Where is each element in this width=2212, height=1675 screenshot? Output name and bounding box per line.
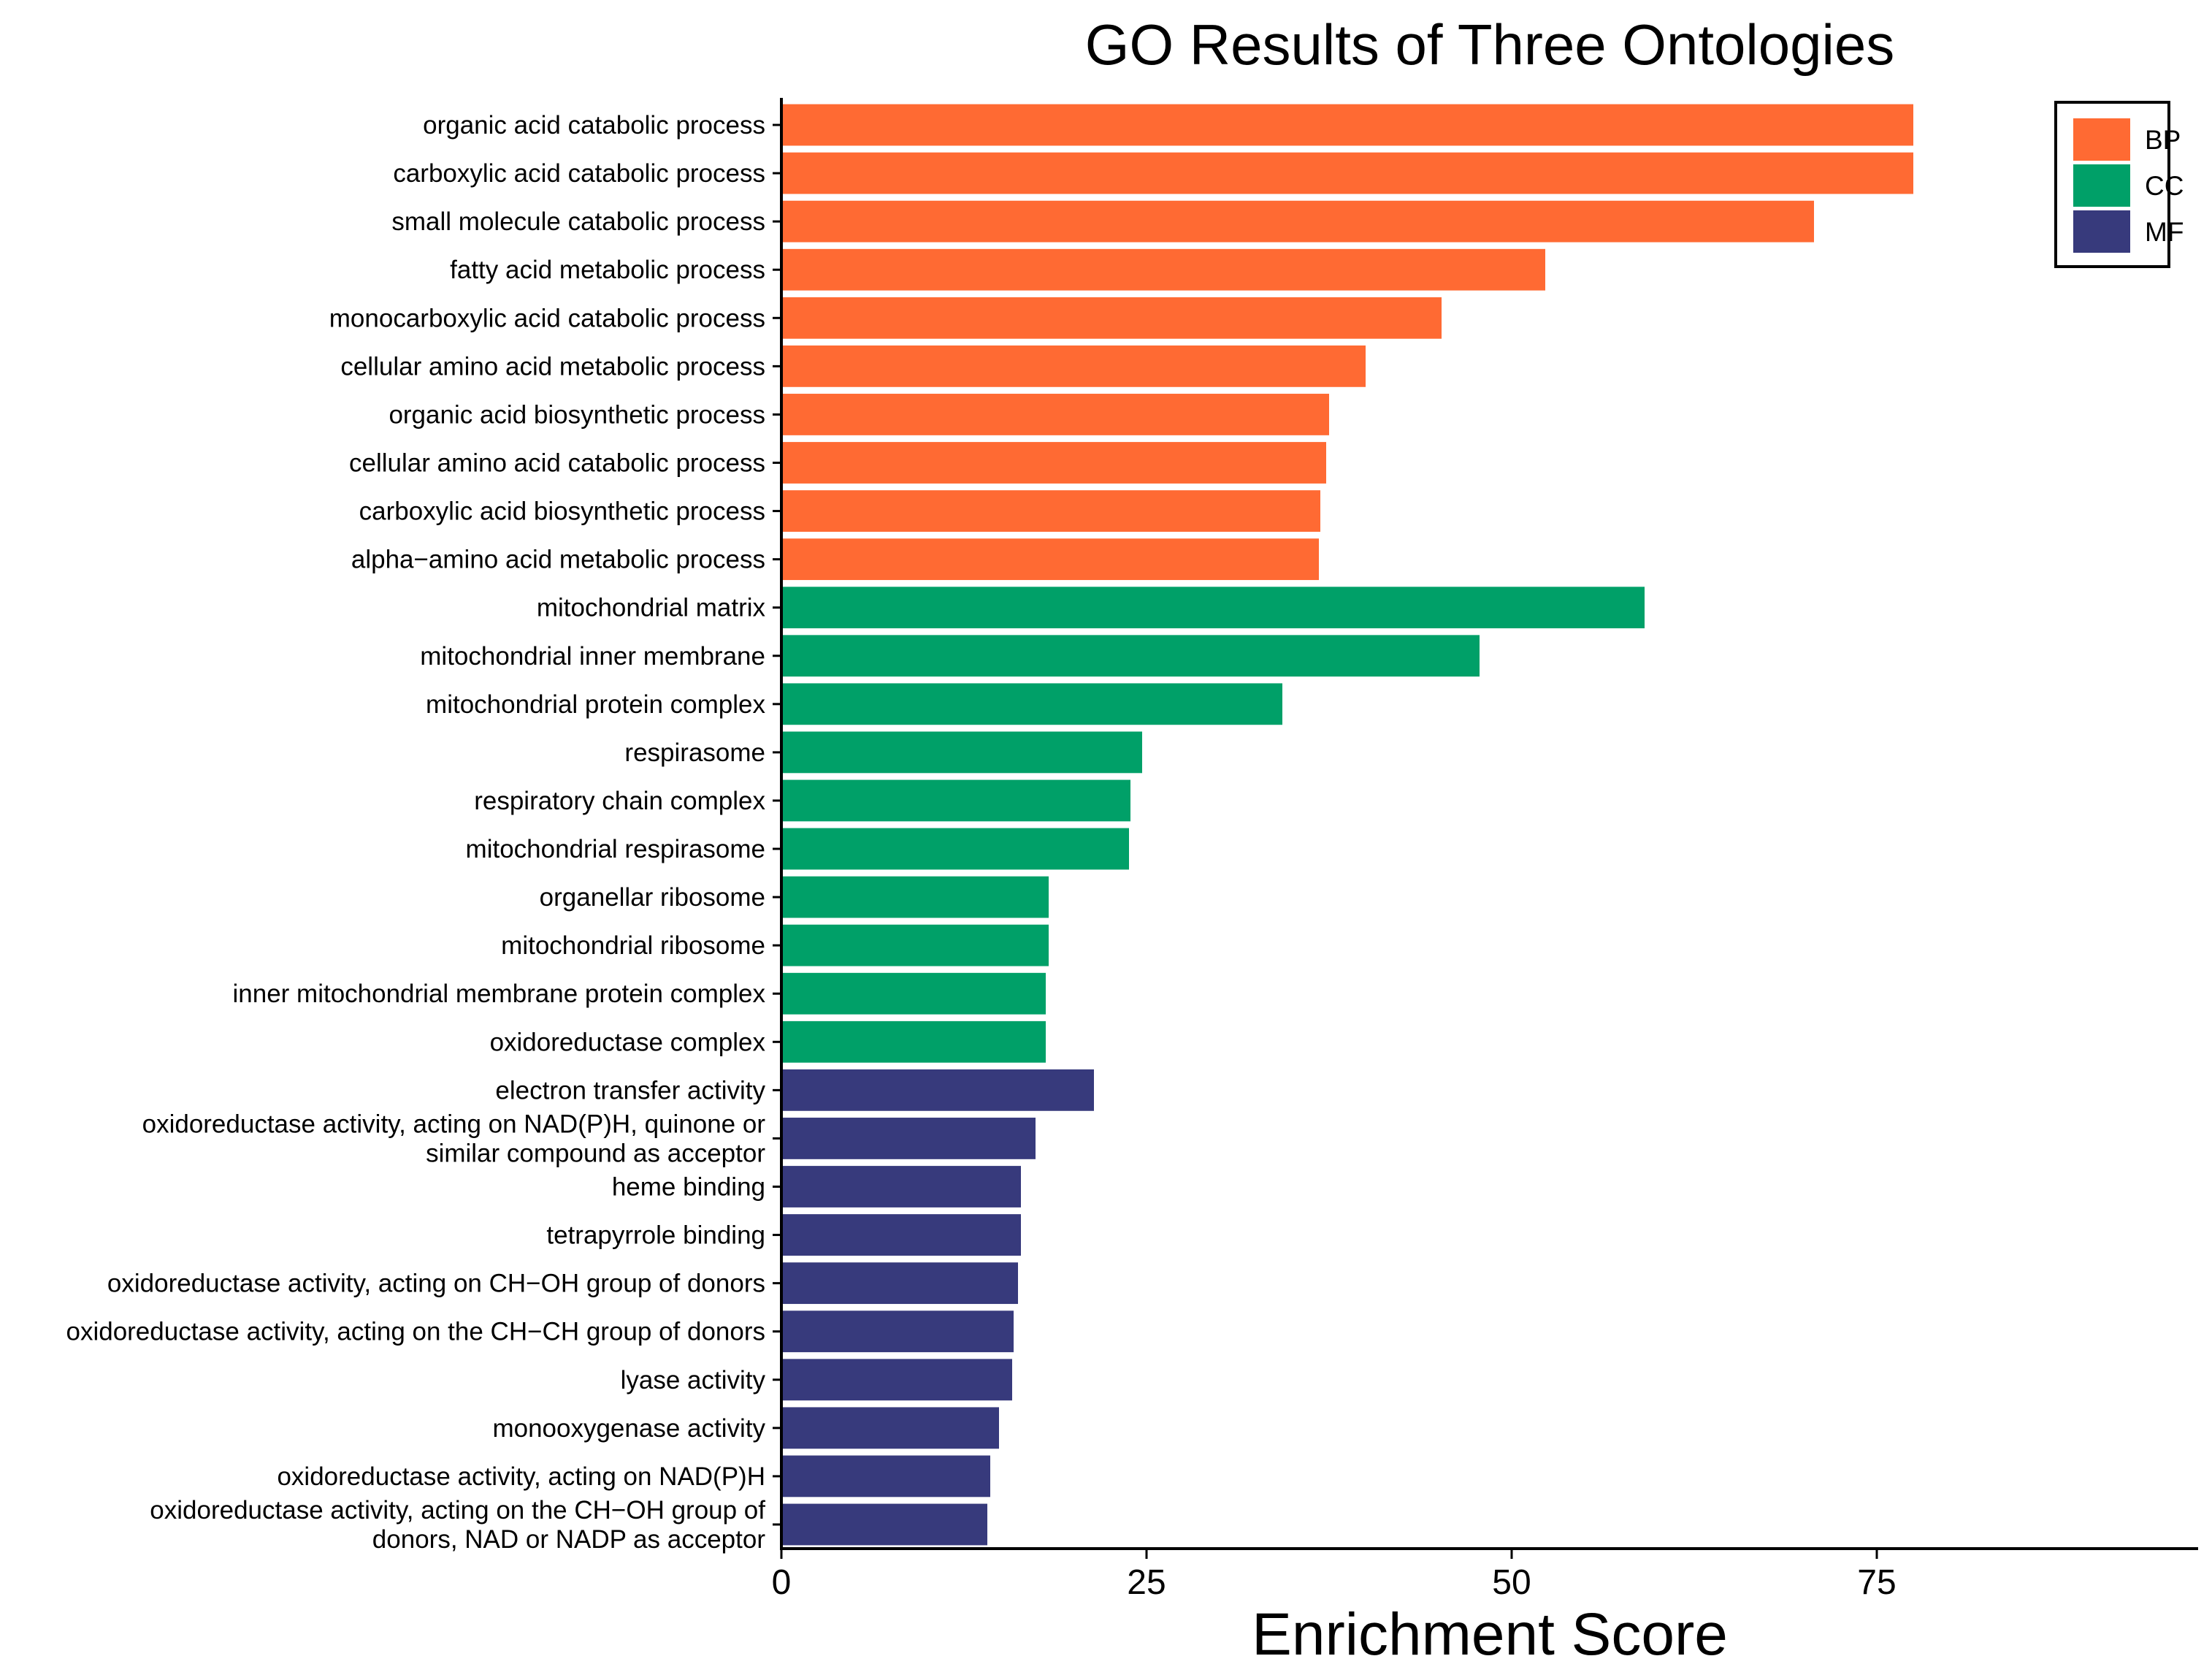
- category-label-2: carboxylic acid catabolic process: [393, 159, 765, 188]
- category-label-24: tetrapyrrole binding: [546, 1221, 765, 1250]
- bar-28: [781, 1407, 999, 1449]
- category-label-10: alpha−amino acid metabolic process: [351, 546, 765, 574]
- bar-6: [781, 345, 1366, 387]
- category-label-8: cellular amino acid catabolic process: [349, 449, 765, 478]
- legend-swatch-cc: [2073, 164, 2130, 207]
- category-label-16: mitochondrial respirasome: [466, 835, 765, 863]
- bar-27: [781, 1359, 1012, 1401]
- category-label-4: fatty acid metabolic process: [450, 256, 765, 284]
- x-tick-label-4: 75: [1857, 1563, 1896, 1602]
- category-label-13: mitochondrial protein complex: [426, 690, 765, 719]
- bar-30: [781, 1503, 987, 1546]
- category-label-21: electron transfer activity: [495, 1076, 765, 1104]
- category-label-30: oxidoreductase activity, acting on the C…: [150, 1496, 765, 1554]
- x-tick-label-2: 25: [1127, 1563, 1166, 1602]
- bar-25: [781, 1262, 1018, 1305]
- bar-24: [781, 1214, 1021, 1256]
- bar-18: [781, 924, 1049, 966]
- category-label-17: organellar ribosome: [540, 883, 765, 912]
- category-labels: organic acid catabolic process carboxylic…: [66, 111, 765, 1554]
- category-label-26: oxidoreductase activity, acting on the C…: [66, 1318, 765, 1346]
- category-label-6: cellular amino acid metabolic process: [340, 352, 765, 381]
- x-axis: 0 25 50 75: [772, 1549, 1897, 1602]
- chart-title: GO Results of Three Ontologies: [1085, 12, 1894, 77]
- category-label-25: oxidoreductase activity, acting on CH−OH…: [107, 1270, 765, 1298]
- category-label-18: mitochondrial ribosome: [501, 931, 765, 960]
- category-label-14: respirasome: [624, 739, 765, 767]
- bar-3: [781, 200, 1814, 243]
- bar-26: [781, 1310, 1014, 1353]
- x-tick-label-1: 0: [772, 1563, 792, 1602]
- category-label-15: respiratory chain complex: [474, 787, 765, 815]
- category-label-29: oxidoreductase activity, acting on NAD(P…: [277, 1462, 765, 1491]
- bar-9: [781, 490, 1320, 532]
- bar-20: [781, 1020, 1046, 1063]
- bar-2: [781, 152, 1913, 194]
- bar-21: [781, 1069, 1094, 1111]
- bar-8: [781, 442, 1326, 484]
- bar-15: [781, 779, 1130, 822]
- legend: BP CC MF: [2054, 101, 2184, 268]
- category-label-28: monooxygenase activity: [492, 1414, 765, 1443]
- bar-23: [781, 1166, 1021, 1207]
- bar-10: [781, 538, 1319, 581]
- bar-16: [781, 828, 1129, 870]
- legend-swatch-bp: [2073, 118, 2130, 161]
- bar-11: [781, 587, 1645, 629]
- x-tick-label-3: 50: [1492, 1563, 1531, 1602]
- bar-5: [781, 297, 1442, 339]
- bar-1: [781, 104, 1913, 146]
- bar-4: [781, 248, 1545, 291]
- bar-29: [781, 1455, 990, 1497]
- bar-7: [781, 394, 1329, 435]
- bar-17: [781, 876, 1049, 918]
- bar-22: [781, 1118, 1036, 1159]
- category-label-27: lyase activity: [621, 1366, 766, 1394]
- category-label-7: organic acid biosynthetic process: [389, 400, 765, 429]
- category-label-23: heme binding: [612, 1173, 765, 1202]
- bar-19: [781, 972, 1046, 1015]
- x-axis-title: Enrichment Score: [1252, 1601, 1728, 1668]
- bar-12: [781, 635, 1480, 677]
- category-label-5: monocarboxylic acid catabolic process: [329, 304, 765, 332]
- bar-14: [781, 731, 1142, 774]
- legend-label-mf: MF: [2145, 217, 2184, 247]
- bar-13: [781, 683, 1282, 725]
- category-label-3: small molecule catabolic process: [391, 207, 765, 236]
- category-label-20: oxidoreductase complex: [490, 1028, 766, 1056]
- legend-label-cc: CC: [2145, 171, 2184, 201]
- category-label-22: oxidoreductase activity, acting on NAD(P…: [142, 1110, 766, 1167]
- category-label-1: organic acid catabolic process: [423, 111, 765, 140]
- legend-swatch-mf: [2073, 210, 2130, 253]
- legend-label-bp: BP: [2145, 125, 2181, 155]
- category-label-11: mitochondrial matrix: [537, 594, 766, 622]
- bars-layer: [781, 104, 1913, 1546]
- category-label-9: carboxylic acid biosynthetic process: [359, 497, 765, 526]
- category-label-19: inner mitochondrial membrane protein com…: [232, 980, 765, 1008]
- category-label-12: mitochondrial inner membrane: [420, 642, 765, 671]
